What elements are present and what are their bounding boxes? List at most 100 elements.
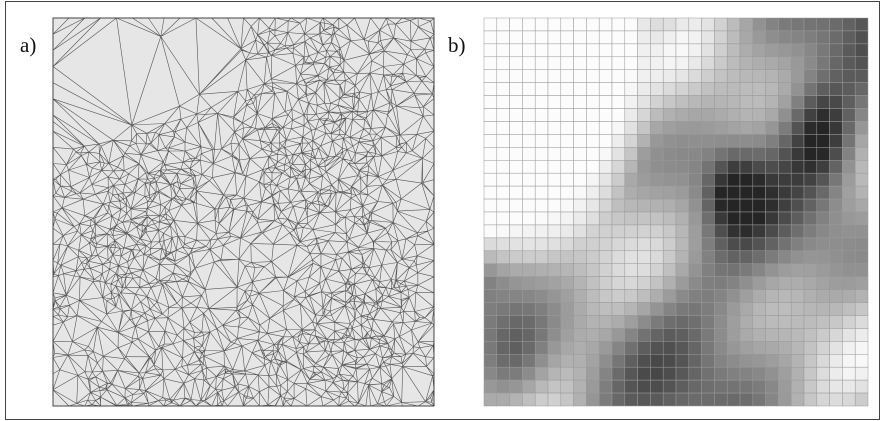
- raster-cell: [548, 83, 561, 96]
- raster-cell: [676, 44, 689, 57]
- raster-cell: [702, 380, 715, 393]
- raster-cell: [766, 83, 779, 96]
- raster-cell: [830, 96, 843, 109]
- raster-cell: [676, 303, 689, 316]
- raster-cell: [740, 341, 753, 354]
- raster-cell: [714, 251, 727, 264]
- raster-cell: [497, 367, 510, 380]
- raster-cell: [574, 303, 587, 316]
- raster-cell: [535, 109, 548, 122]
- raster-cell: [740, 173, 753, 186]
- raster-cell: [727, 57, 740, 70]
- raster-cell: [804, 109, 817, 122]
- raster-cell: [522, 212, 535, 225]
- raster-cell: [522, 31, 535, 44]
- panel-label: a): [20, 33, 36, 57]
- raster-cell: [804, 160, 817, 173]
- raster-cell: [855, 18, 868, 31]
- raster-cell: [804, 199, 817, 212]
- raster-cell: [625, 315, 638, 328]
- raster-cell: [817, 57, 830, 70]
- raster-cell: [612, 367, 625, 380]
- raster-cell: [625, 57, 638, 70]
- raster-cell: [484, 315, 497, 328]
- raster-cell: [727, 380, 740, 393]
- raster-cell: [535, 44, 548, 57]
- raster-cell: [676, 109, 689, 122]
- raster-cell: [842, 18, 855, 31]
- raster-cell: [714, 380, 727, 393]
- raster-cell: [702, 96, 715, 109]
- raster-cell: [830, 290, 843, 303]
- raster-cell: [676, 57, 689, 70]
- raster-cell: [650, 341, 663, 354]
- raster-cell: [599, 277, 612, 290]
- raster-cell: [599, 251, 612, 264]
- raster-cell: [625, 354, 638, 367]
- raster-cell: [586, 121, 599, 134]
- raster-cell: [497, 303, 510, 316]
- raster-cell: [753, 109, 766, 122]
- raster-cell: [855, 70, 868, 83]
- raster-cell: [855, 264, 868, 277]
- raster-cell: [727, 134, 740, 147]
- raster-cell: [830, 199, 843, 212]
- raster-cell: [535, 380, 548, 393]
- raster-cell: [612, 31, 625, 44]
- raster-cell: [663, 328, 676, 341]
- raster-cell: [638, 186, 651, 199]
- raster-cell: [740, 147, 753, 160]
- raster-cell: [484, 18, 497, 31]
- raster-cell: [561, 96, 574, 109]
- raster-cell: [804, 367, 817, 380]
- raster-cell: [650, 121, 663, 134]
- raster-cell: [740, 251, 753, 264]
- raster-cell: [842, 147, 855, 160]
- raster-cell: [676, 160, 689, 173]
- raster-cell: [830, 341, 843, 354]
- raster-cell: [497, 134, 510, 147]
- raster-cell: [497, 70, 510, 83]
- raster-cell: [561, 341, 574, 354]
- raster-cell: [689, 367, 702, 380]
- raster-cell: [817, 109, 830, 122]
- raster-cell: [625, 18, 638, 31]
- raster-cell: [753, 121, 766, 134]
- raster-cell: [740, 277, 753, 290]
- raster-cell: [612, 57, 625, 70]
- raster-cell: [740, 315, 753, 328]
- raster-cell: [497, 354, 510, 367]
- raster-cell: [766, 186, 779, 199]
- raster-cell: [817, 160, 830, 173]
- raster-cell: [535, 277, 548, 290]
- raster-cell: [676, 70, 689, 83]
- raster-cell: [804, 31, 817, 44]
- raster-cell: [638, 18, 651, 31]
- raster-cell: [599, 367, 612, 380]
- raster-cell: [574, 290, 587, 303]
- raster-cell: [740, 354, 753, 367]
- raster-cell: [612, 328, 625, 341]
- raster-cell: [702, 393, 715, 406]
- raster-cell: [817, 147, 830, 160]
- raster-cell: [817, 212, 830, 225]
- raster-cell: [830, 160, 843, 173]
- raster-cell: [791, 367, 804, 380]
- raster-cell: [804, 238, 817, 251]
- raster-cell: [638, 328, 651, 341]
- raster-cell: [535, 251, 548, 264]
- raster-cell: [650, 315, 663, 328]
- raster-cell: [599, 393, 612, 406]
- raster-cell: [510, 18, 523, 31]
- raster-cell: [612, 212, 625, 225]
- raster-cell: [740, 44, 753, 57]
- raster-cell: [727, 18, 740, 31]
- raster-cell: [689, 380, 702, 393]
- raster-cell: [766, 44, 779, 57]
- raster-cell: [561, 380, 574, 393]
- raster-cell: [740, 186, 753, 199]
- raster-cell: [510, 134, 523, 147]
- raster-cell: [574, 354, 587, 367]
- raster-cell: [714, 96, 727, 109]
- raster-cell: [650, 134, 663, 147]
